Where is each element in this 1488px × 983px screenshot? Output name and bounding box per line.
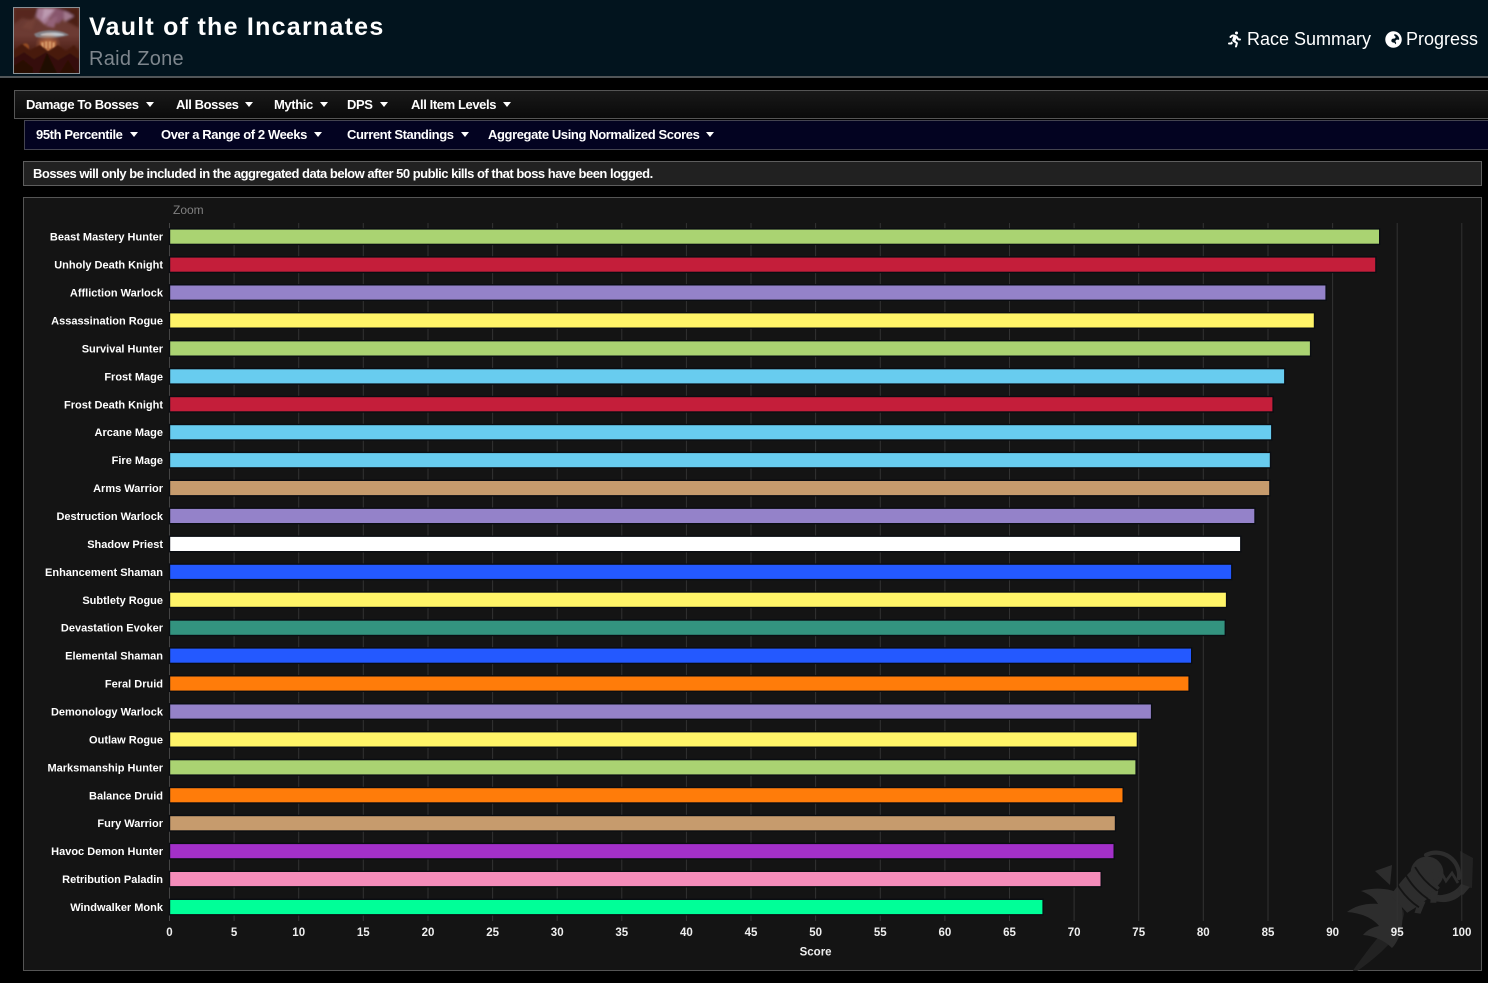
svg-text:60: 60 xyxy=(939,927,952,939)
svg-text:Devastation Evoker: Devastation Evoker xyxy=(61,623,164,635)
svg-text:Zoom: Zoom xyxy=(173,203,204,217)
svg-text:Fire Mage: Fire Mage xyxy=(112,455,163,467)
svg-text:Demonology Warlock: Demonology Warlock xyxy=(51,707,164,719)
svg-text:40: 40 xyxy=(680,927,693,939)
svg-text:Retribution Paladin: Retribution Paladin xyxy=(62,874,163,886)
svg-text:25: 25 xyxy=(486,927,499,939)
svg-text:20: 20 xyxy=(422,927,435,939)
svg-text:Balance Druid: Balance Druid xyxy=(89,790,163,802)
svg-text:Outlaw Rogue: Outlaw Rogue xyxy=(89,734,163,746)
svg-text:80: 80 xyxy=(1197,927,1210,939)
svg-text:10: 10 xyxy=(292,927,305,939)
svg-text:Havoc Demon Hunter: Havoc Demon Hunter xyxy=(51,846,164,858)
svg-text:100: 100 xyxy=(1452,927,1471,939)
svg-text:Score: Score xyxy=(800,947,832,959)
svg-text:Arcane Mage: Arcane Mage xyxy=(95,427,163,439)
svg-text:Subtlety Rogue: Subtlety Rogue xyxy=(82,595,163,607)
svg-text:Arms Warrior: Arms Warrior xyxy=(93,483,164,495)
svg-text:35: 35 xyxy=(615,927,628,939)
svg-text:Windwalker Monk: Windwalker Monk xyxy=(70,902,164,914)
svg-text:90: 90 xyxy=(1326,927,1339,939)
svg-text:Frost Mage: Frost Mage xyxy=(104,371,163,383)
svg-text:Enhancement Shaman: Enhancement Shaman xyxy=(45,567,163,579)
svg-text:Beast Mastery Hunter: Beast Mastery Hunter xyxy=(50,232,164,244)
svg-text:Destruction Warlock: Destruction Warlock xyxy=(56,511,163,523)
svg-text:Feral Druid: Feral Druid xyxy=(105,679,163,691)
svg-text:15: 15 xyxy=(357,927,370,939)
svg-text:Frost Death Knight: Frost Death Knight xyxy=(64,399,163,411)
svg-text:Affliction Warlock: Affliction Warlock xyxy=(70,288,164,300)
svg-text:30: 30 xyxy=(551,927,564,939)
svg-text:Assassination Rogue: Assassination Rogue xyxy=(51,316,163,328)
svg-text:Elemental Shaman: Elemental Shaman xyxy=(65,651,163,663)
svg-text:70: 70 xyxy=(1068,927,1081,939)
svg-text:Survival Hunter: Survival Hunter xyxy=(82,343,164,355)
svg-text:0: 0 xyxy=(166,927,172,939)
svg-text:Unholy Death Knight: Unholy Death Knight xyxy=(54,260,163,272)
svg-text:95: 95 xyxy=(1391,927,1404,939)
svg-text:Shadow Priest: Shadow Priest xyxy=(87,539,163,551)
svg-text:55: 55 xyxy=(874,927,887,939)
svg-text:65: 65 xyxy=(1003,927,1016,939)
svg-text:5: 5 xyxy=(231,927,238,939)
svg-text:75: 75 xyxy=(1132,927,1145,939)
svg-text:Fury Warrior: Fury Warrior xyxy=(97,818,163,830)
svg-text:50: 50 xyxy=(809,927,822,939)
svg-text:85: 85 xyxy=(1262,927,1275,939)
svg-text:Marksmanship Hunter: Marksmanship Hunter xyxy=(47,762,163,774)
svg-text:45: 45 xyxy=(745,927,758,939)
